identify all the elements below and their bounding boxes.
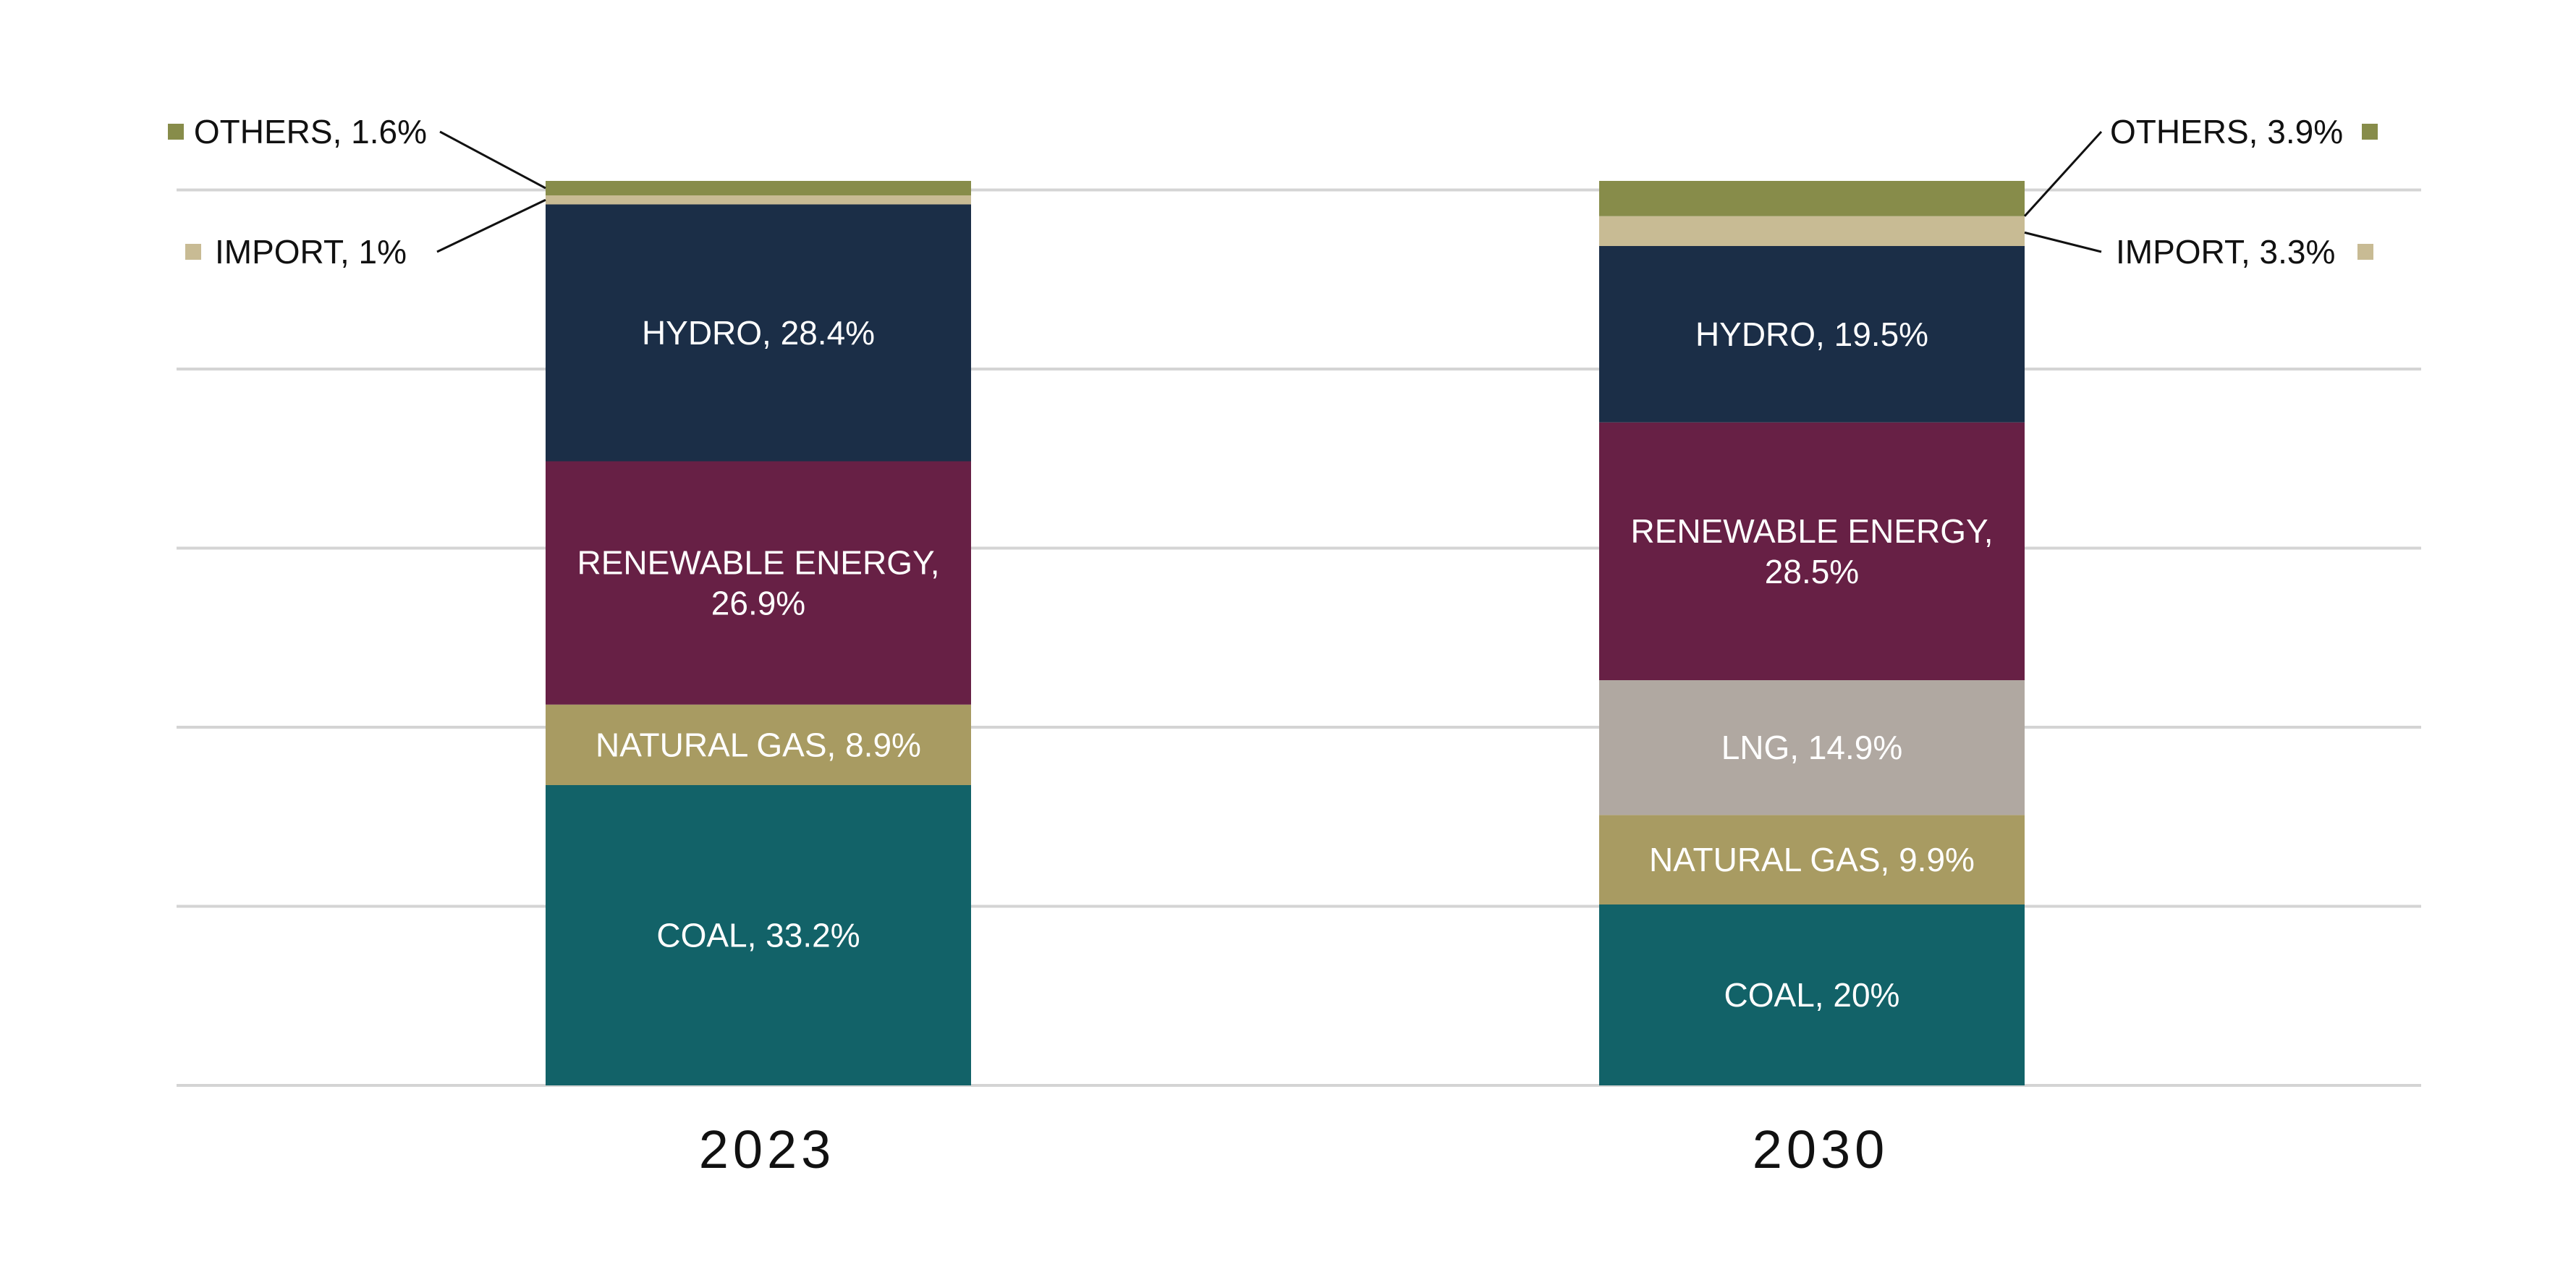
leader-line-others-2030 — [2023, 130, 2103, 217]
bar-segment-lng-2030 — [1599, 680, 2025, 815]
segment-labels: COAL, 33.2% NATURAL GAS, 8.9% RENEWABLE EN… — [577, 314, 1993, 1014]
bar-segment-natural-gas-2023 — [546, 704, 971, 785]
bar-segment-import-2030 — [1599, 216, 2025, 246]
x-tick-label-2023: 2023 — [699, 1119, 836, 1179]
bar-segment-others-2023 — [546, 181, 971, 195]
gridlines — [177, 188, 2421, 1087]
data-label-natural-gas-2023: NATURAL GAS, 8.9% — [596, 726, 921, 763]
callout-label-others-2023: OTHERS, 1.6% — [194, 113, 427, 151]
bar-segment-hydro-2030 — [1599, 246, 2025, 423]
bar-segment-others-2030 — [1599, 181, 2025, 216]
leader-line-import-2030 — [2024, 231, 2102, 253]
category-labels: 2023 2030 — [699, 1119, 1889, 1179]
bar-segment-import-2023 — [546, 195, 971, 205]
bar-segment-hydro-2023 — [546, 204, 971, 462]
data-label-renewable-energy-2023: RENEWABLE ENERGY, 26.9% — [577, 544, 939, 622]
bar-segment-renewable-energy-2023 — [546, 461, 971, 705]
legend-swatch-others-2030 — [2362, 124, 2378, 140]
bars — [546, 181, 2025, 1085]
x-tick-label-2030: 2030 — [1753, 1119, 1889, 1179]
data-label-hydro-2023: HYDRO, 28.4% — [642, 314, 875, 352]
data-label-hydro-2030: HYDRO, 19.5% — [1695, 315, 1928, 353]
callouts: OTHERS, 1.6% IMPORT, 1% OTHERS, 3.9% IMPORT… — [168, 113, 2378, 271]
leader-line-others-2023 — [439, 130, 546, 190]
callout-label-others-2030: OTHERS, 3.9% — [2110, 113, 2343, 151]
bar-segment-coal-2023 — [546, 785, 971, 1085]
callout-label-import-2023: IMPORT, 1% — [215, 233, 407, 271]
legend-swatch-import-2030 — [2357, 244, 2373, 260]
legend-swatch-import-2023 — [185, 244, 201, 260]
bar-segment-natural-gas-2030 — [1599, 815, 2025, 904]
bar-segment-renewable-energy-2030 — [1599, 422, 2025, 680]
data-label-natural-gas-2030: NATURAL GAS, 9.9% — [1649, 841, 1975, 878]
bar-segment-coal-2030 — [1599, 904, 2025, 1085]
legend-swatch-others-2023 — [168, 124, 184, 140]
leader-line-import-2023 — [436, 198, 546, 253]
data-label-coal-2023: COAL, 33.2% — [656, 917, 860, 954]
data-label-lng-2030: LNG, 14.9% — [1721, 729, 1903, 766]
callout-label-import-2030: IMPORT, 3.3% — [2116, 233, 2335, 271]
data-label-renewable-energy-2030: RENEWABLE ENERGY, 28.5% — [1630, 512, 1993, 590]
data-label-coal-2030: COAL, 20% — [1724, 976, 1900, 1014]
